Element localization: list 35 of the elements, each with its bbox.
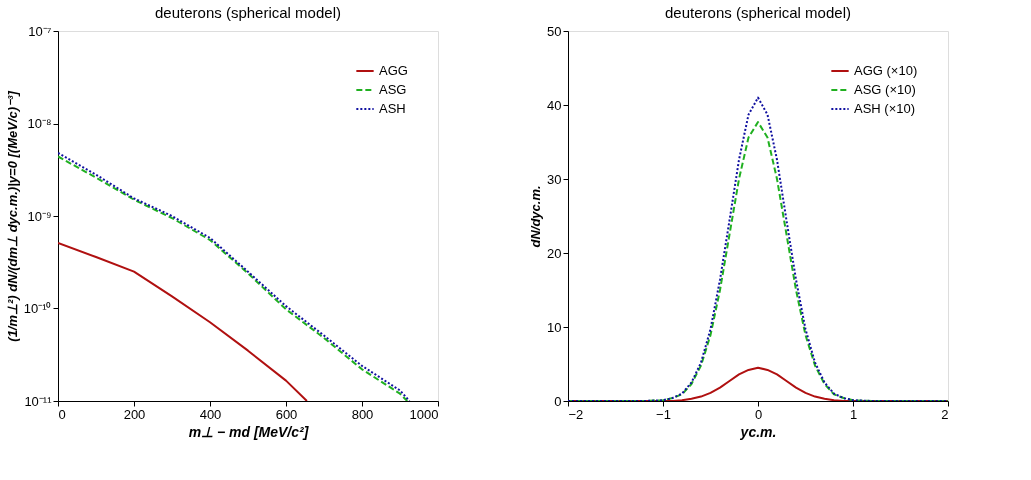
y-tick-label: 10⁻⁹ <box>27 208 52 224</box>
chart-title: deuterons (spherical model) <box>155 4 341 21</box>
x-tick-label: 800 <box>351 406 374 422</box>
legend-label: ASG <box>379 82 407 97</box>
x-tick-label: 600 <box>275 406 298 422</box>
x-tick-label: 0 <box>754 406 763 422</box>
x-tick-label: −1 <box>656 406 671 422</box>
x-tick-label: 0 <box>58 406 66 422</box>
legend-label: ASH (×10) <box>854 101 916 116</box>
x-tick-label: 2 <box>941 406 949 422</box>
x-tick-label: 400 <box>199 406 222 422</box>
x-tick-label: 1000 <box>409 406 439 422</box>
y-tick-label: 10⁻¹⁰ <box>23 301 52 316</box>
y-tick-label: 40 <box>547 97 562 113</box>
x-tick-label: 1 <box>849 406 858 422</box>
x-axis-title: yc.m. <box>739 423 777 440</box>
y-tick-label: 10⁻¹¹ <box>24 393 53 409</box>
x-axis-title: m⊥ − md [MeV/c²] <box>188 423 310 440</box>
y-tick-label: 50 <box>547 23 562 39</box>
y-tick-label: 10⁻⁸ <box>27 116 52 131</box>
legend-label: AGG (×10) <box>854 63 918 78</box>
legend-label: ASH <box>379 101 406 116</box>
y-axis-title: (1/m⊥²) dN/(dm⊥ dyc.m.)|y=0 [(MeV/c)⁻³] <box>4 90 20 342</box>
x-tick-label: −2 <box>568 406 584 422</box>
line-series <box>58 242 308 401</box>
y-tick-label: 0 <box>554 393 562 409</box>
y-tick-label: 30 <box>547 171 562 187</box>
chart-title: deuterons (spherical model) <box>665 4 851 21</box>
legend-label: ASG (×10) <box>854 82 916 97</box>
y-tick-label: 10 <box>547 319 562 335</box>
y-tick-label: 10⁻⁷ <box>28 23 52 39</box>
y-tick-label: 20 <box>547 245 562 261</box>
x-tick-label: 200 <box>123 406 146 422</box>
y-axis-title: dN/dyc.m. <box>528 185 544 248</box>
legend-label: AGG <box>379 63 408 78</box>
